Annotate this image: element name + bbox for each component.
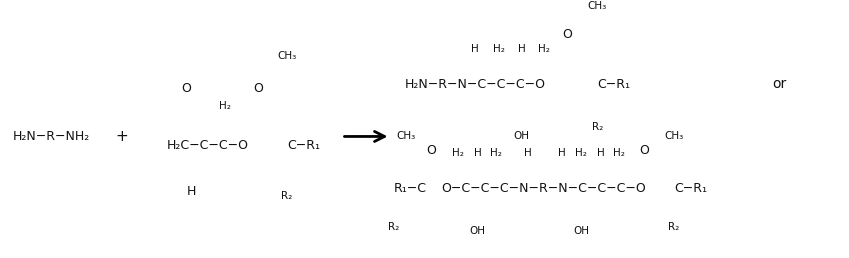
Text: H₂: H₂ xyxy=(493,44,505,54)
Text: or: or xyxy=(772,77,786,91)
Text: H: H xyxy=(474,148,481,158)
Text: CH₃: CH₃ xyxy=(278,51,296,61)
Text: H: H xyxy=(518,44,526,54)
Text: C−R₁: C−R₁ xyxy=(598,78,630,91)
Text: C−R₁: C−R₁ xyxy=(287,140,320,152)
Text: H: H xyxy=(597,148,604,158)
Text: O: O xyxy=(639,144,649,157)
Text: CH₃: CH₃ xyxy=(396,132,415,141)
Text: CH₃: CH₃ xyxy=(664,132,683,141)
Text: H: H xyxy=(470,44,478,54)
Text: O: O xyxy=(562,28,572,41)
Text: R₁−C: R₁−C xyxy=(394,182,427,195)
Text: H₂C−C−C−O: H₂C−C−C−O xyxy=(166,140,249,152)
Text: R₂: R₂ xyxy=(668,222,679,232)
Text: H: H xyxy=(525,148,532,158)
Text: O−C−C−C−N−R−N−C−C−C−O: O−C−C−C−N−R−N−C−C−C−O xyxy=(441,182,645,195)
Text: H₂: H₂ xyxy=(219,101,231,111)
Text: OH: OH xyxy=(514,132,530,141)
Text: H₂: H₂ xyxy=(537,44,549,54)
Text: H₂N−R−NH₂: H₂N−R−NH₂ xyxy=(13,130,90,143)
Text: H₂: H₂ xyxy=(491,148,503,158)
Text: C−R₁: C−R₁ xyxy=(674,182,707,195)
Text: O: O xyxy=(181,83,191,95)
Text: R₂: R₂ xyxy=(592,122,603,132)
Text: CH₃: CH₃ xyxy=(588,1,607,11)
Text: R₂: R₂ xyxy=(281,191,293,201)
Text: R₂: R₂ xyxy=(388,222,399,232)
Text: H₂: H₂ xyxy=(452,148,464,158)
Text: O: O xyxy=(253,83,263,95)
Text: H: H xyxy=(188,184,197,198)
Text: OH: OH xyxy=(573,227,589,237)
Text: H₂: H₂ xyxy=(576,148,588,158)
Text: O: O xyxy=(426,144,436,157)
Text: H₂: H₂ xyxy=(613,148,625,158)
Text: +: + xyxy=(115,129,127,144)
Text: OH: OH xyxy=(469,227,486,237)
Text: H₂N−R−N−C−C−C−O: H₂N−R−N−C−C−C−O xyxy=(405,78,546,91)
Text: H: H xyxy=(558,148,565,158)
